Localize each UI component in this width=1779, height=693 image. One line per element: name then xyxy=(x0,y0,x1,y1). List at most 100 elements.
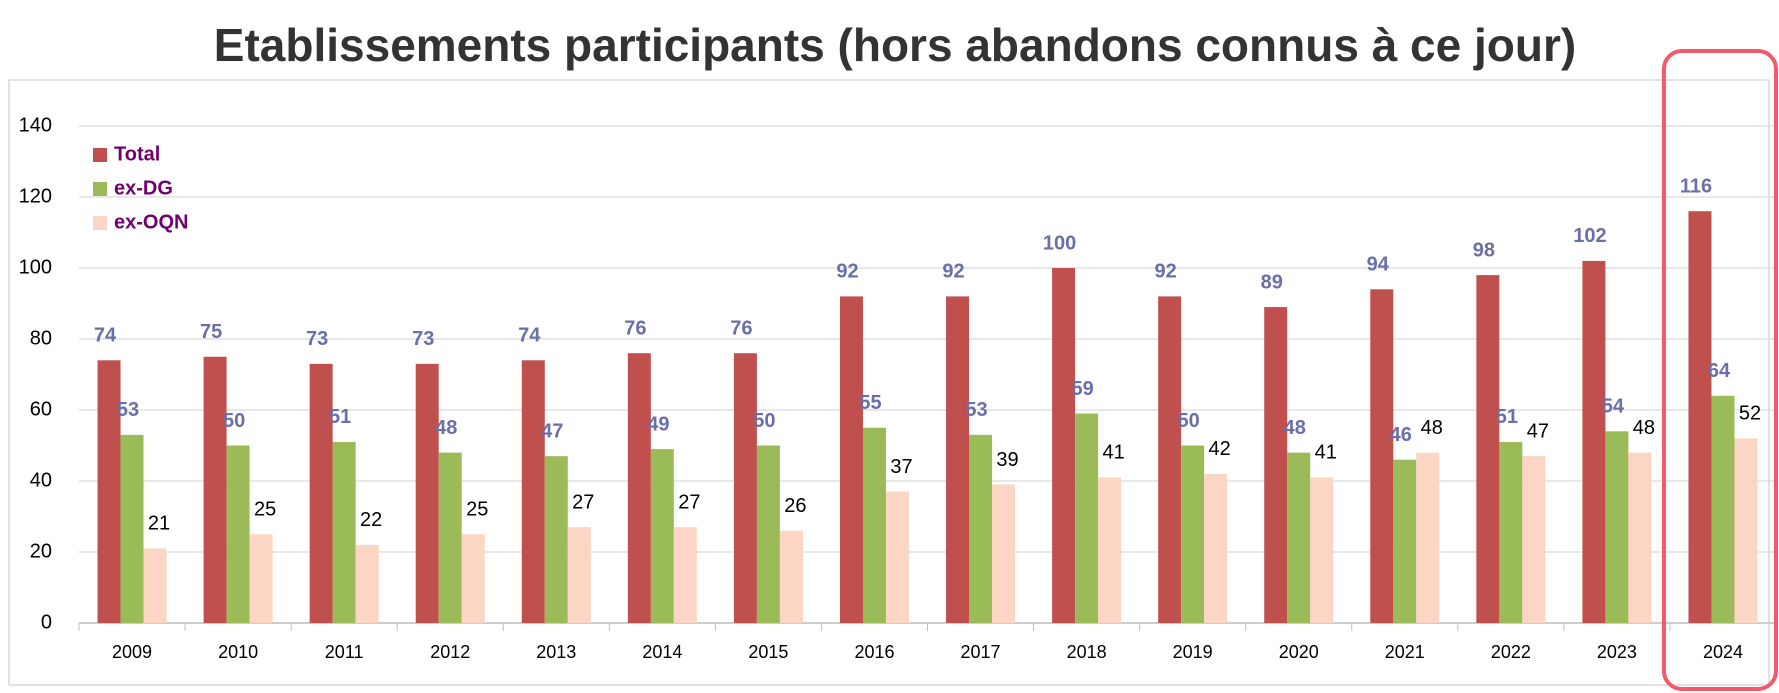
x-tick-label: 2022 xyxy=(1491,642,1531,662)
bar xyxy=(438,452,462,623)
bar xyxy=(1416,452,1440,623)
bar xyxy=(650,449,674,623)
bar xyxy=(862,427,886,623)
data-label: 48 xyxy=(1284,417,1306,439)
x-tick-label: 2013 xyxy=(536,642,576,662)
data-label: 25 xyxy=(254,499,276,521)
bar xyxy=(756,445,780,623)
data-label: 116 xyxy=(1680,175,1712,197)
bar xyxy=(120,434,144,623)
bar xyxy=(1158,296,1182,623)
data-label: 46 xyxy=(1390,424,1412,446)
bar xyxy=(1582,260,1606,623)
data-label: 92 xyxy=(1155,261,1177,283)
data-label: 37 xyxy=(890,456,912,478)
bar xyxy=(839,296,863,623)
bar xyxy=(673,527,697,623)
bar xyxy=(1370,289,1394,623)
x-tick-label: 2015 xyxy=(748,642,788,662)
bar xyxy=(309,363,333,623)
bar xyxy=(143,548,167,623)
data-label: 92 xyxy=(836,261,858,283)
bar xyxy=(203,356,227,623)
data-label: 94 xyxy=(1367,254,1390,276)
data-label: 42 xyxy=(1209,438,1231,460)
x-tick-label: 2012 xyxy=(430,642,470,662)
bar xyxy=(415,363,439,623)
x-tick-label: 2009 xyxy=(112,642,152,662)
x-tick-label: 2017 xyxy=(961,642,1001,662)
bar xyxy=(1605,431,1629,623)
x-tick-label: 2014 xyxy=(642,642,682,662)
bar xyxy=(461,534,485,623)
data-label: 25 xyxy=(466,499,488,521)
x-tick-label: 2011 xyxy=(325,642,364,662)
data-label: 51 xyxy=(1496,406,1518,428)
data-label: 50 xyxy=(753,410,775,432)
data-label: 49 xyxy=(647,413,669,435)
data-label: 54 xyxy=(1602,396,1625,418)
x-tick-label: 2019 xyxy=(1173,642,1213,662)
y-tick-label: 0 xyxy=(41,611,52,633)
bar xyxy=(946,296,970,623)
legend-swatch xyxy=(93,182,107,196)
x-tick-label: 2024 xyxy=(1703,642,1743,662)
highlight-box xyxy=(1661,49,1778,691)
data-label: 27 xyxy=(572,491,594,513)
data-label: 52 xyxy=(1739,403,1761,425)
data-label: 55 xyxy=(859,392,881,414)
chart-title: Etablissements participants (hors abando… xyxy=(214,19,1576,71)
data-label: 48 xyxy=(435,417,457,439)
x-tick-label: 2016 xyxy=(854,642,894,662)
data-label: 73 xyxy=(306,328,328,350)
x-tick-label: 2018 xyxy=(1067,642,1107,662)
legend-label: ex-DG xyxy=(114,177,173,199)
bar xyxy=(332,441,356,623)
data-label: 100 xyxy=(1043,232,1076,254)
bar xyxy=(226,445,250,623)
bar xyxy=(1181,445,1205,623)
bar xyxy=(521,360,545,623)
data-label: 76 xyxy=(730,317,752,339)
bar xyxy=(1287,452,1311,623)
data-label: 26 xyxy=(784,495,806,517)
data-label: 73 xyxy=(412,328,434,350)
data-label: 59 xyxy=(1071,378,1093,400)
y-tick-label: 120 xyxy=(19,185,52,207)
data-label: 21 xyxy=(148,513,170,535)
bar xyxy=(992,484,1016,623)
data-label: 39 xyxy=(996,449,1018,471)
y-tick-label: 20 xyxy=(30,540,52,562)
bar xyxy=(1711,395,1735,623)
bar xyxy=(1204,473,1228,623)
data-label: 64 xyxy=(1708,360,1731,382)
bar xyxy=(1476,275,1500,623)
data-label: 27 xyxy=(678,491,700,513)
bar xyxy=(1264,307,1288,623)
data-label: 41 xyxy=(1102,442,1124,464)
y-tick-label: 40 xyxy=(30,469,52,491)
x-tick-label: 2023 xyxy=(1597,642,1637,662)
bar xyxy=(1522,456,1546,623)
data-label: 74 xyxy=(94,325,117,347)
bar xyxy=(249,534,273,623)
bar xyxy=(1499,441,1523,623)
legend-swatch xyxy=(93,216,107,230)
bar xyxy=(1393,459,1417,623)
y-tick-label: 80 xyxy=(30,327,52,349)
bar xyxy=(97,360,121,623)
data-label: 50 xyxy=(1178,410,1200,432)
data-label: 89 xyxy=(1261,271,1283,293)
data-label: 75 xyxy=(200,321,222,343)
legend-label: Total xyxy=(114,143,160,165)
bar xyxy=(1628,452,1652,623)
y-tick-label: 60 xyxy=(30,398,52,420)
bar xyxy=(1052,268,1076,623)
data-label: 50 xyxy=(223,410,245,432)
data-label: 48 xyxy=(1421,417,1443,439)
bar xyxy=(544,456,568,623)
legend-label: ex-OQN xyxy=(114,211,188,233)
x-tick-label: 2010 xyxy=(218,642,258,662)
bar xyxy=(1098,477,1122,623)
